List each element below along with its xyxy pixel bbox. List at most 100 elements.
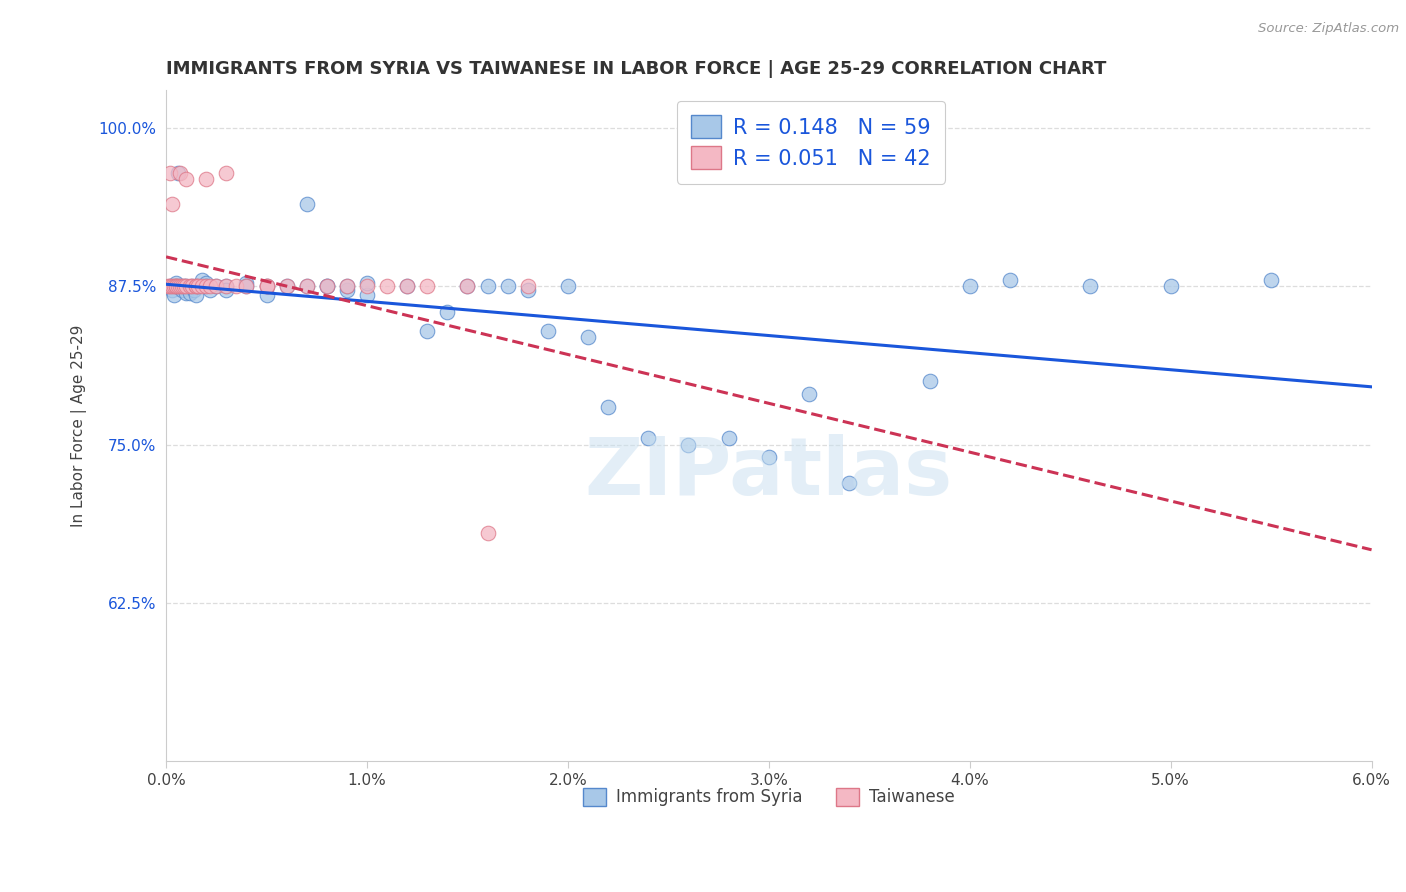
Point: [1160, 279, 1182, 293]
Point: [396, 279, 419, 293]
Point: [276, 279, 298, 293]
Point: [172, 283, 194, 297]
Point: [797, 387, 820, 401]
Point: [169, 279, 191, 293]
Point: [477, 526, 499, 541]
Point: [174, 279, 197, 293]
Point: [215, 279, 238, 293]
Point: [169, 165, 191, 179]
Point: [637, 431, 659, 445]
Point: [295, 279, 318, 293]
Point: [375, 279, 398, 293]
Point: [356, 288, 378, 302]
Point: [678, 437, 700, 451]
Point: [959, 279, 981, 293]
Point: [456, 279, 478, 293]
Point: [215, 165, 238, 179]
Point: [225, 279, 247, 293]
Point: [918, 375, 941, 389]
Point: [187, 279, 209, 293]
Point: [157, 279, 180, 293]
Point: [1260, 273, 1282, 287]
Point: [165, 279, 187, 293]
Point: [160, 283, 183, 297]
Point: [165, 279, 187, 293]
Point: [186, 279, 208, 293]
Point: [416, 279, 439, 293]
Point: [215, 283, 238, 297]
Point: [169, 279, 191, 293]
Point: [416, 324, 439, 338]
Point: [537, 324, 560, 338]
Point: [181, 279, 204, 293]
Point: [174, 285, 197, 300]
Point: [596, 400, 619, 414]
Point: [215, 279, 238, 293]
Point: [456, 279, 478, 293]
Point: [187, 279, 209, 293]
Point: [235, 276, 257, 290]
Text: IMMIGRANTS FROM SYRIA VS TAIWANESE IN LABOR FORCE | AGE 25-29 CORRELATION CHART: IMMIGRANTS FROM SYRIA VS TAIWANESE IN LA…: [166, 60, 1107, 78]
Point: [516, 279, 538, 293]
Point: [576, 330, 599, 344]
Point: [205, 279, 228, 293]
Point: [173, 279, 195, 293]
Point: [477, 279, 499, 293]
Point: [195, 279, 218, 293]
Point: [200, 283, 222, 297]
Point: [557, 279, 579, 293]
Point: [181, 279, 204, 293]
Point: [159, 165, 181, 179]
Point: [160, 197, 183, 211]
Point: [167, 279, 190, 293]
Point: [356, 276, 378, 290]
Point: [336, 283, 359, 297]
Point: [315, 279, 337, 293]
Point: [1078, 279, 1101, 293]
Point: [165, 276, 187, 290]
Text: ZIPatlas: ZIPatlas: [585, 434, 953, 512]
Point: [276, 279, 298, 293]
Point: [191, 279, 214, 293]
Point: [205, 279, 228, 293]
Point: [436, 305, 458, 319]
Point: [758, 450, 780, 465]
Point: [174, 279, 197, 293]
Point: [159, 279, 181, 293]
Point: [336, 279, 359, 293]
Y-axis label: In Labor Force | Age 25-29: In Labor Force | Age 25-29: [72, 325, 87, 527]
Point: [172, 279, 194, 293]
Point: [195, 279, 218, 293]
Point: [160, 279, 183, 293]
Point: [186, 279, 208, 293]
Point: [235, 279, 257, 293]
Point: [174, 172, 197, 186]
Point: [717, 431, 740, 445]
Point: [256, 279, 278, 293]
Text: Source: ZipAtlas.com: Source: ZipAtlas.com: [1258, 22, 1399, 36]
Point: [256, 279, 278, 293]
Point: [163, 288, 186, 302]
Point: [163, 279, 186, 293]
Point: [235, 279, 257, 293]
Point: [256, 279, 278, 293]
Point: [179, 279, 201, 293]
Point: [195, 172, 218, 186]
Point: [295, 279, 318, 293]
Point: [998, 273, 1021, 287]
Point: [173, 279, 195, 293]
Point: [191, 273, 214, 287]
Point: [336, 279, 359, 293]
Point: [200, 279, 222, 293]
Point: [496, 279, 519, 293]
Point: [186, 288, 208, 302]
Point: [195, 276, 218, 290]
Point: [159, 279, 181, 293]
Point: [256, 288, 278, 302]
Point: [356, 279, 378, 293]
Point: [315, 279, 337, 293]
Legend: Immigrants from Syria, Taiwanese: Immigrants from Syria, Taiwanese: [576, 781, 962, 814]
Point: [295, 197, 318, 211]
Point: [516, 283, 538, 297]
Point: [396, 279, 419, 293]
